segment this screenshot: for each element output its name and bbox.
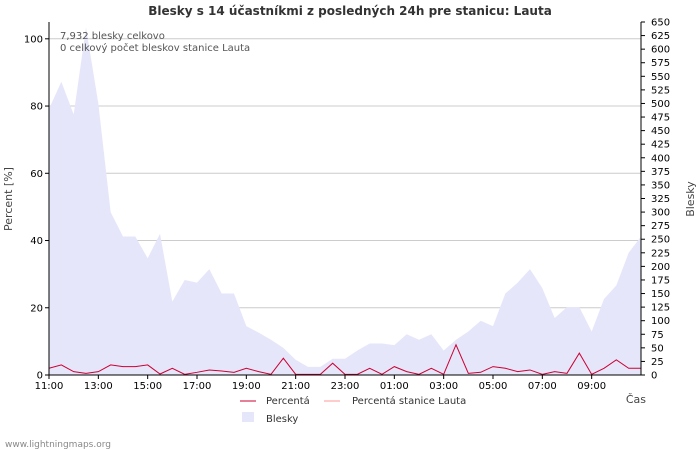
y-tick-right-label-375: 375 — [651, 167, 670, 178]
x-tick-label-1300: 13:00 — [84, 381, 113, 392]
y-tick-right-label-150: 150 — [651, 289, 670, 300]
y-tick-left-label-20: 20 — [30, 303, 43, 314]
x-tick-label-0900: 09:00 — [577, 381, 606, 392]
y-tick-right-label-550: 550 — [651, 72, 670, 83]
y-tick-right-label-75: 75 — [651, 330, 664, 341]
chart-title: Blesky s 14 účastníkmi z posledných 24h … — [148, 4, 552, 18]
y-tick-left-label-60: 60 — [30, 169, 43, 180]
y-tick-right-label-25: 25 — [651, 357, 664, 368]
y-tick-right-label-400: 400 — [651, 153, 670, 164]
x-tick-label-1100: 11:00 — [35, 381, 64, 392]
y-tick-right-label-175: 175 — [651, 275, 670, 286]
legend-label-percenta-stanice: Percentá stanice Lauta — [352, 395, 466, 407]
x-axis-label: Čas — [626, 393, 646, 406]
y-axis-label-left: Percent [%] — [2, 167, 15, 231]
y-ticks-right: 0 25 50 75 100 125 150 175 200 225 250 275 300 325 350… — [641, 18, 670, 382]
y-tick-right-label-100: 100 — [651, 316, 670, 327]
y-tick-right-label-600: 600 — [651, 45, 670, 56]
blesky-area — [49, 27, 641, 376]
x-tick-label-2100: 21:00 — [281, 381, 310, 392]
y-tick-right-label-275: 275 — [651, 221, 670, 232]
y-tick-right-label-425: 425 — [651, 140, 670, 151]
legend: Percentá Percentá stanice Lauta Blesky — [240, 395, 466, 425]
y-tick-left-label-80: 80 — [30, 102, 43, 113]
legend-label-percenta: Percentá — [266, 395, 310, 407]
y-tick-left-label-100: 100 — [24, 34, 43, 45]
series-line-percenta — [48, 343, 641, 376]
y-tick-right-label-350: 350 — [651, 180, 670, 191]
x-tick-label-0300: 03:00 — [429, 381, 458, 392]
annotation-total: 7,932 blesky celkovo — [60, 31, 165, 42]
y-tick-left-label-40: 40 — [30, 236, 43, 247]
y-tick-right-label-475: 475 — [651, 113, 670, 124]
x-ticks: 11:00 13:00 15:00 17:00 19:00 21:00 23:00 01:00… — [35, 375, 606, 392]
y-tick-right-label-225: 225 — [651, 248, 670, 259]
y-tick-left-label-0: 0 — [37, 371, 43, 382]
y-tick-right-label-500: 500 — [651, 99, 670, 110]
y-tick-right-label-325: 325 — [651, 194, 670, 205]
y-tick-right-label-525: 525 — [651, 85, 670, 96]
y-tick-right-label-50: 50 — [651, 343, 664, 354]
x-tick-label-1700: 17:00 — [183, 381, 212, 392]
y-tick-right-label-575: 575 — [651, 58, 670, 69]
x-tick-label-0100: 01:00 — [380, 381, 409, 392]
footer-credit: www.lightningmaps.org — [5, 440, 111, 450]
y-ticks-left: 0 20 40 60 80 100 — [24, 34, 49, 382]
series-blesky-area — [49, 27, 641, 376]
x-tick-label-2300: 23:00 — [331, 381, 360, 392]
y-tick-right-label-250: 250 — [651, 235, 670, 246]
y-tick-right-label-0: 0 — [651, 371, 657, 382]
x-tick-label-1500: 15:00 — [133, 381, 162, 392]
y-axis-label-right: Blesky — [684, 181, 697, 217]
x-tick-label-1900: 19:00 — [232, 381, 261, 392]
y-tick-right-label-125: 125 — [651, 303, 670, 314]
x-tick-label-0700: 07:00 — [528, 381, 557, 392]
legend-swatch-blesky — [242, 412, 254, 422]
y-tick-right-label-300: 300 — [651, 208, 670, 219]
x-tick-label-0500: 05:00 — [479, 381, 508, 392]
y-tick-right-label-450: 450 — [651, 126, 670, 137]
y-tick-right-label-200: 200 — [651, 262, 670, 273]
y-tick-right-label-650: 650 — [651, 18, 670, 29]
annotation-station: 0 celkový počet bleskov stanice Lauta — [60, 42, 250, 54]
y-tick-right-label-625: 625 — [651, 31, 670, 42]
legend-label-blesky: Blesky — [266, 414, 298, 425]
